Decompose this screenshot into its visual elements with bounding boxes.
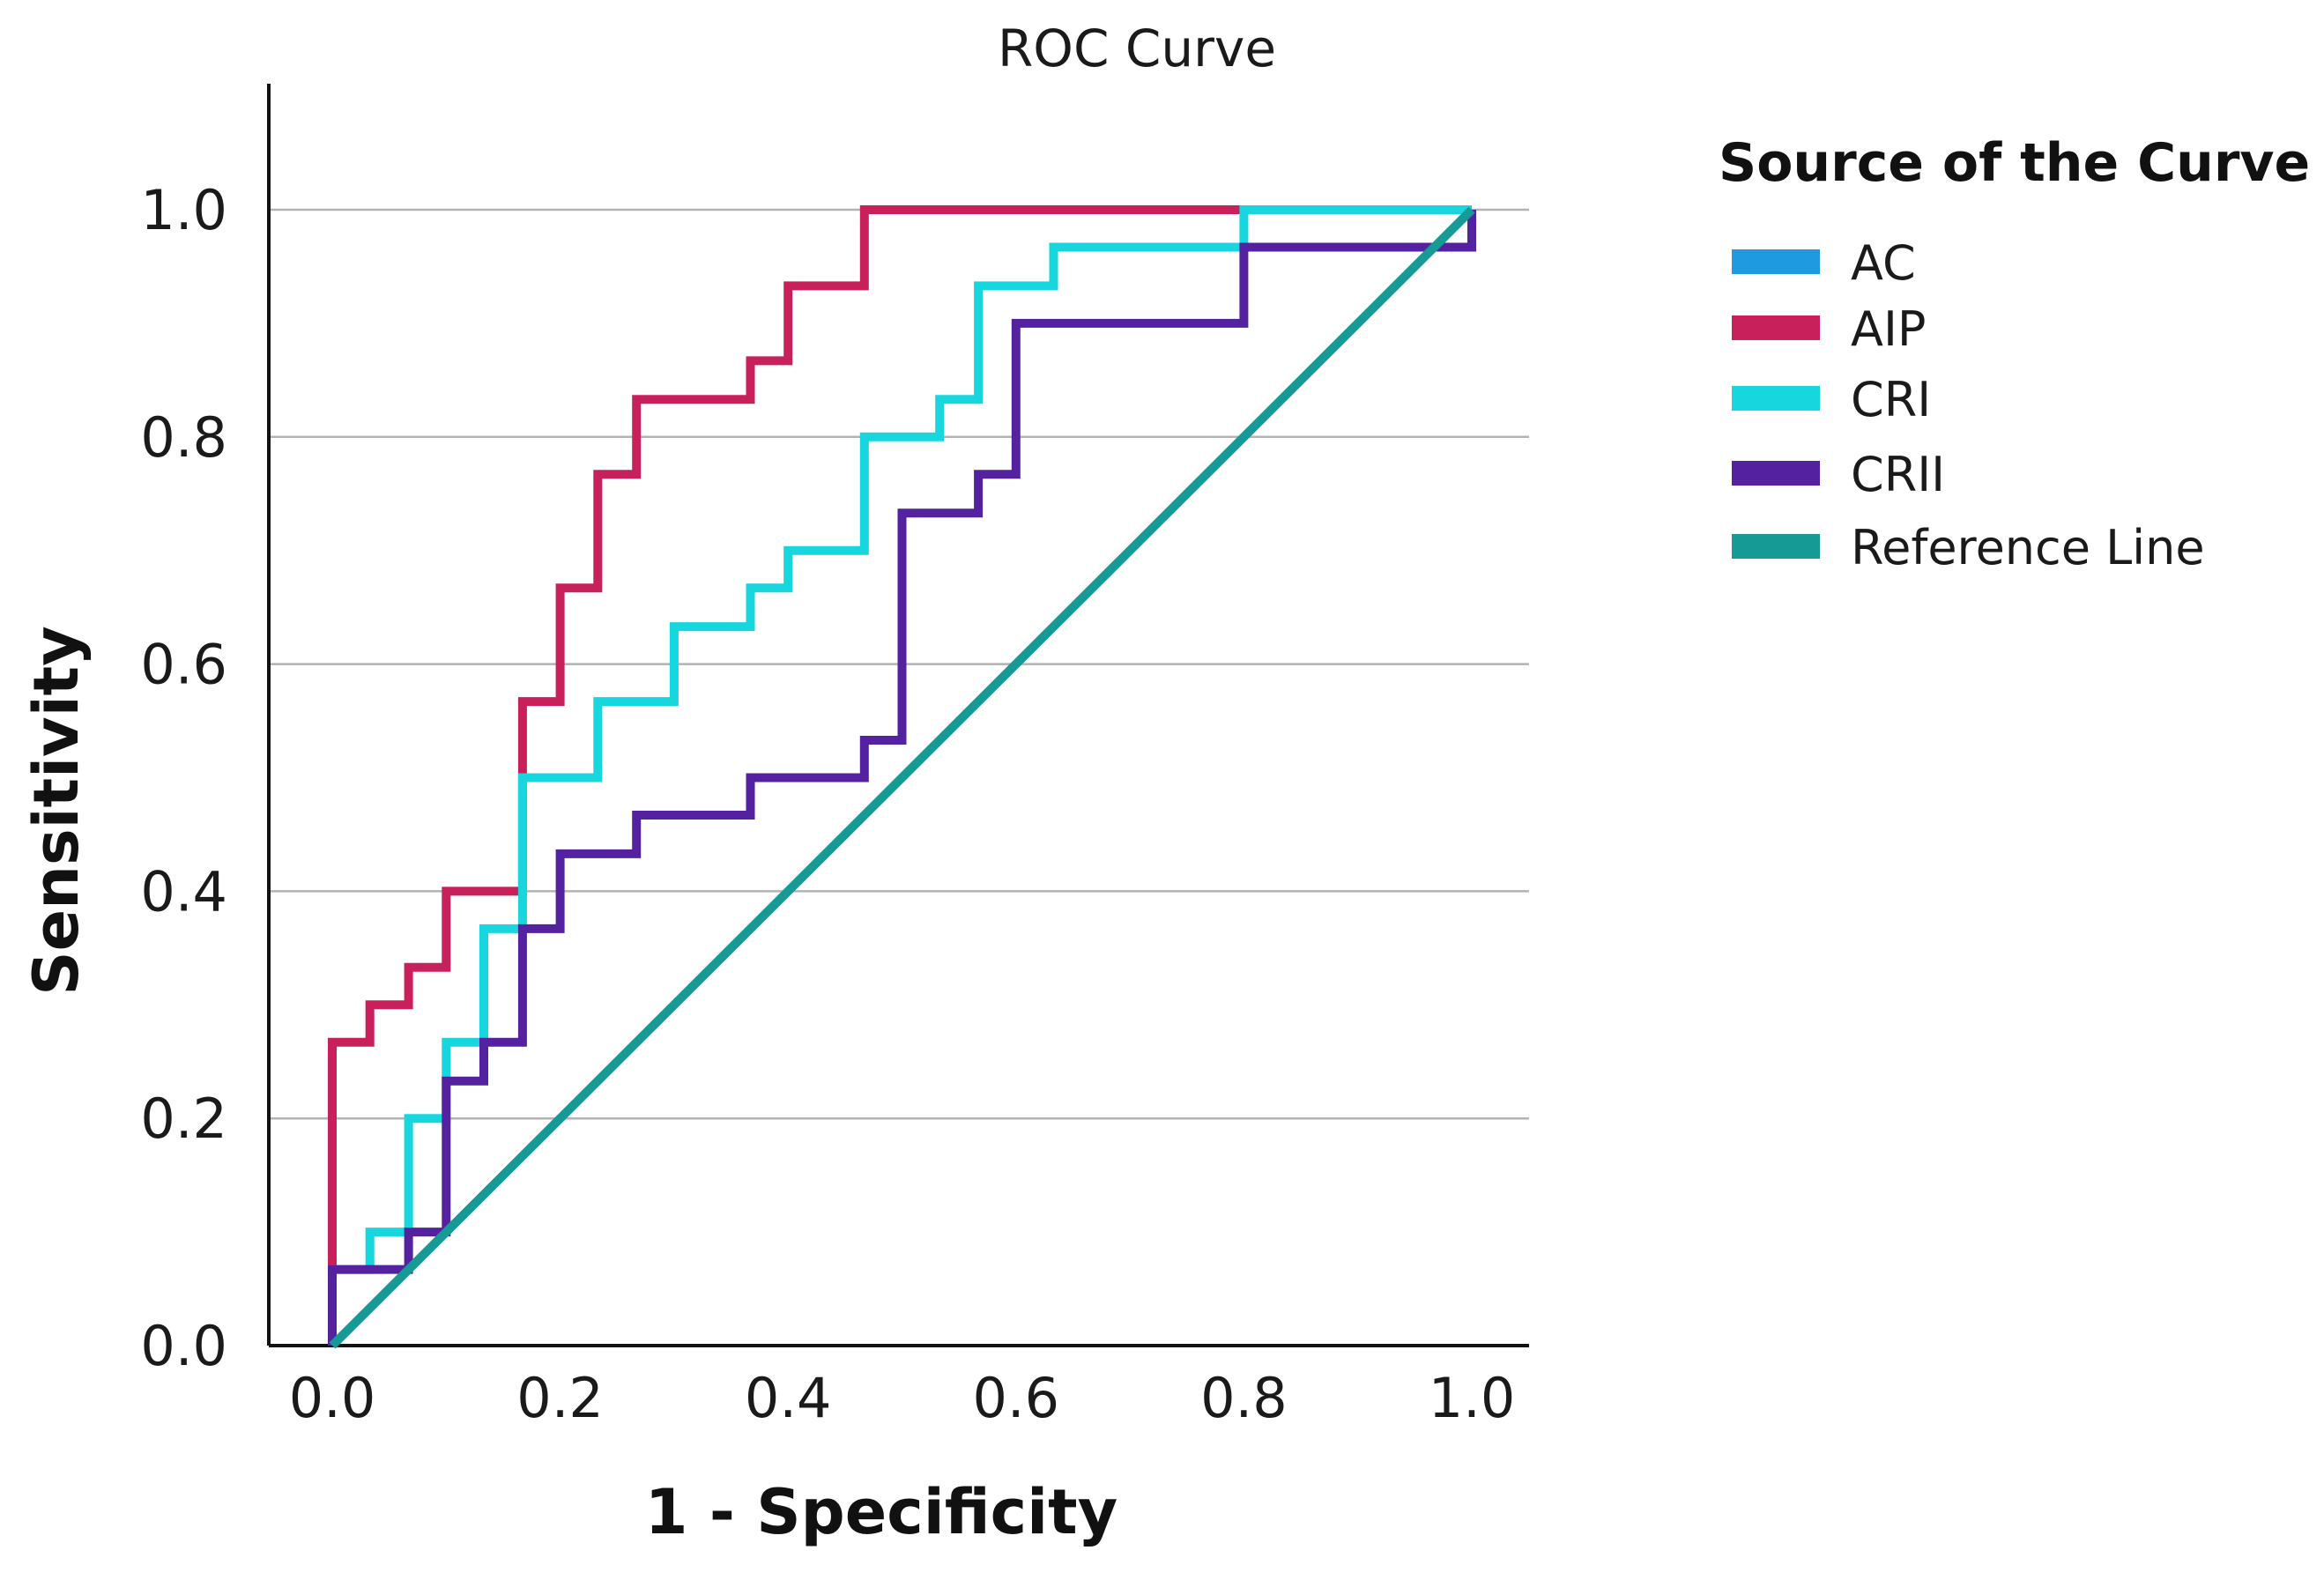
x-tick-label: 0.2 xyxy=(516,1366,604,1430)
legend-item-reference-line: Reference Line xyxy=(1732,520,2205,575)
series-line-cri xyxy=(328,205,1472,1346)
series-line-aip xyxy=(328,205,1472,1346)
legend-swatch xyxy=(1732,386,1820,411)
legend-item-cri: CRI xyxy=(1732,372,1931,427)
legend-label: AC xyxy=(1851,235,1916,291)
x-tick-labels: 0.0 0.2 0.4 0.6 0.8 1.0 xyxy=(289,1366,1516,1430)
x-axis-label: 1 - Specificity xyxy=(645,1476,1117,1548)
legend-item-crii: CRII xyxy=(1732,447,1945,502)
legend-label: CRI xyxy=(1851,372,1931,427)
legend-swatch xyxy=(1732,315,1820,340)
x-tick-label: 1.0 xyxy=(1429,1366,1516,1430)
legend-title: Source of the Curve xyxy=(1719,132,2310,194)
x-tick-label: 0.4 xyxy=(745,1366,832,1430)
y-tick-label: 1.0 xyxy=(140,178,227,242)
legend-items: AC AIP CRI CRII Reference Line xyxy=(1732,235,2205,575)
legend-swatch xyxy=(1732,534,1820,559)
legend-label: CRII xyxy=(1851,447,1945,502)
y-axis-label: Sensitivity xyxy=(20,626,93,996)
series-line-reference-line xyxy=(329,206,1475,1349)
chart-title: ROC Curve xyxy=(998,19,1276,78)
x-tick-label: 0.8 xyxy=(1200,1366,1288,1430)
legend: Source of the Curve AC AIP CRI CRII Referenc… xyxy=(1719,132,2310,575)
x-tick-label: 0.0 xyxy=(289,1366,376,1430)
legend-label: Reference Line xyxy=(1851,520,2205,575)
legend-item-aip: AIP xyxy=(1732,301,1926,357)
y-tick-label: 0.0 xyxy=(140,1314,227,1378)
y-tick-label: 0.6 xyxy=(140,633,227,697)
legend-swatch xyxy=(1732,461,1820,486)
y-tick-label: 0.8 xyxy=(140,405,227,470)
legend-swatch xyxy=(1732,249,1820,274)
legend-label: AIP xyxy=(1851,301,1926,357)
y-tick-label: 0.2 xyxy=(140,1087,227,1151)
x-tick-label: 0.6 xyxy=(972,1366,1059,1430)
y-tick-label: 0.4 xyxy=(140,859,227,924)
series-layer xyxy=(328,205,1476,1349)
series-line-crii xyxy=(328,210,1476,1346)
legend-item-ac: AC xyxy=(1732,235,1916,291)
y-tick-labels: 0.0 0.2 0.4 0.6 0.8 1.0 xyxy=(140,178,227,1378)
